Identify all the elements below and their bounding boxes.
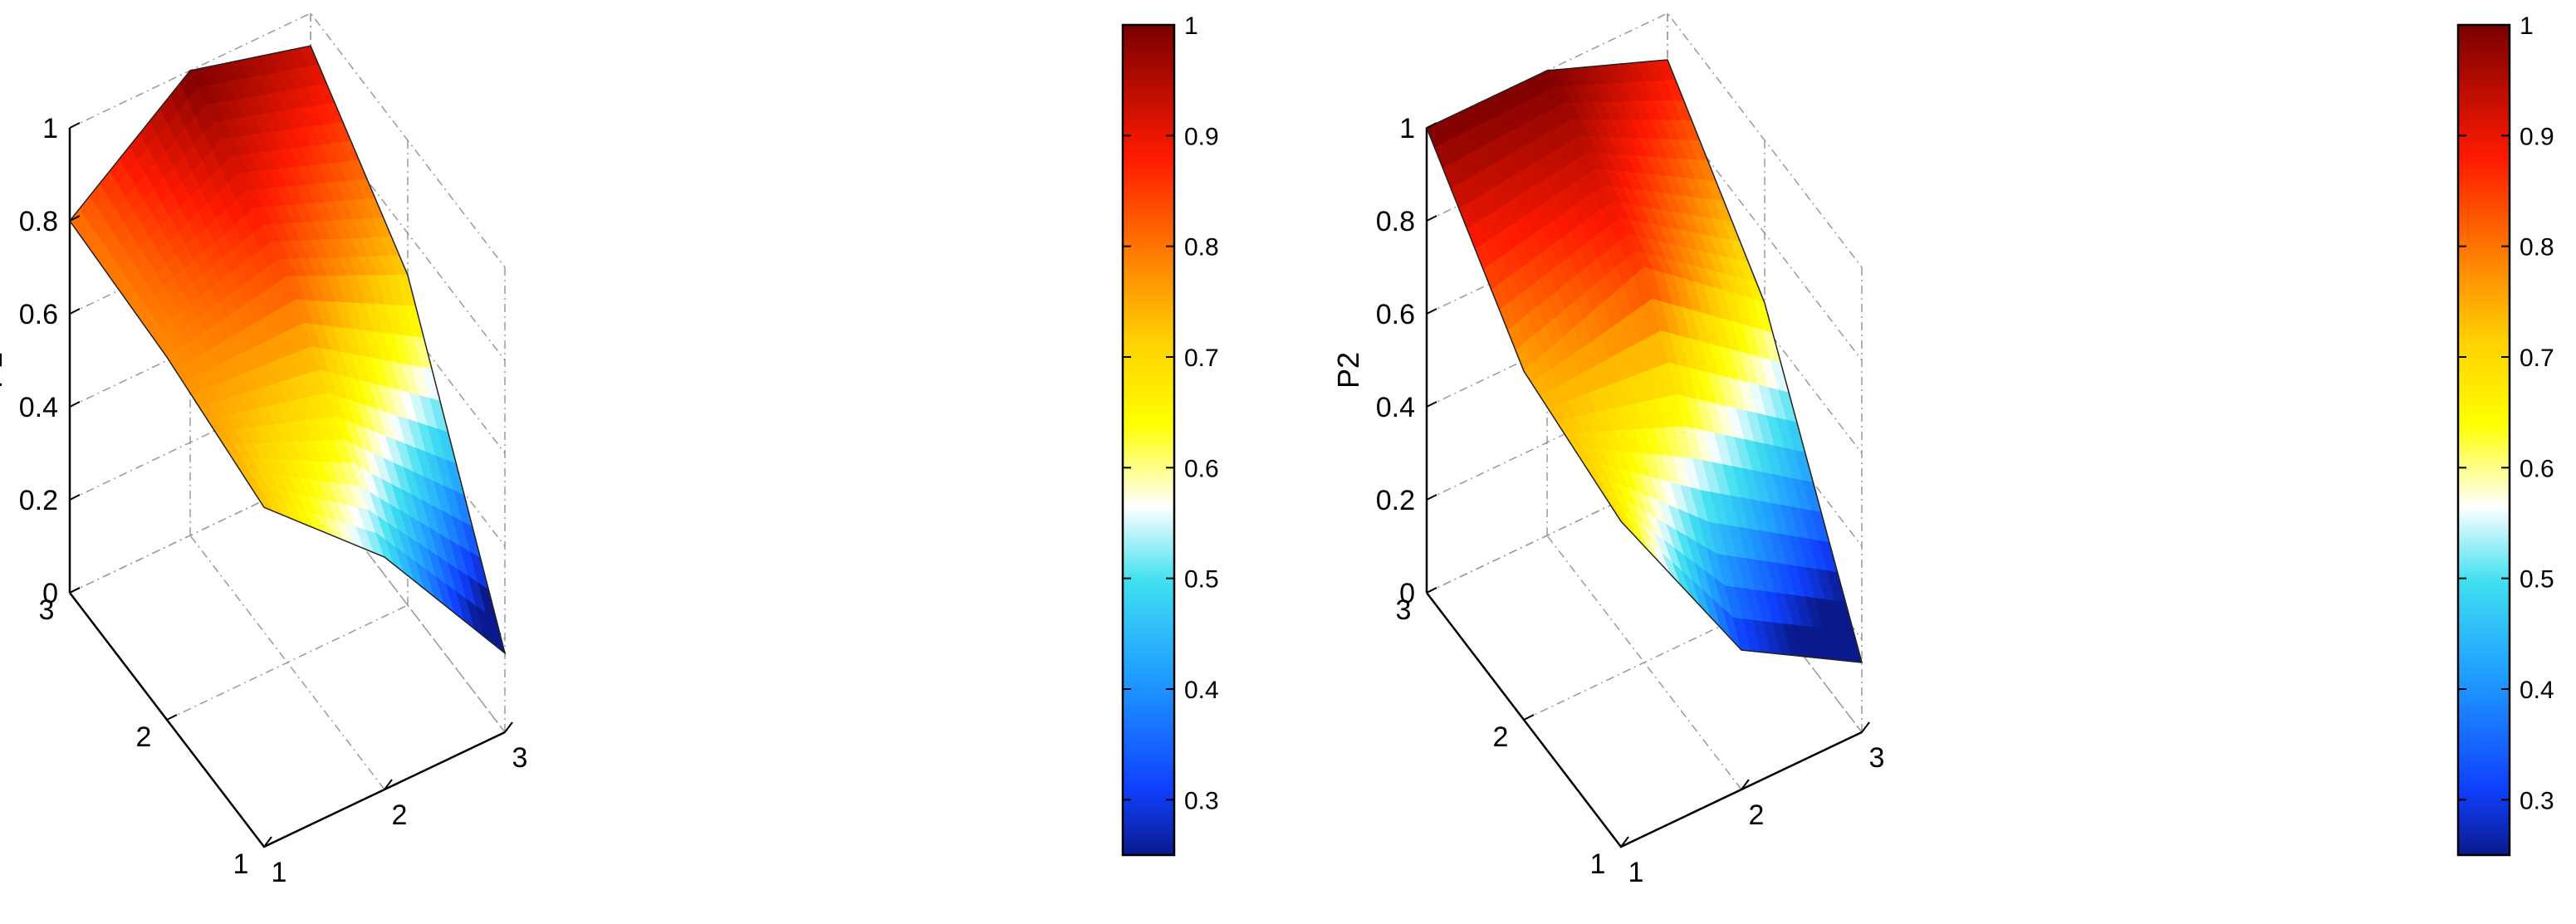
z-tick-label: 0.4 (19, 392, 58, 423)
colorbar-tick-label: 0.9 (2520, 123, 2554, 150)
colorbar-tick-label: 0.3 (2520, 787, 2554, 814)
colorbar-gradient (2456, 23, 2511, 857)
colorbar-tick-label: 0.5 (2520, 566, 2554, 594)
surface-plot-p2: 0 0.2 0.4 0.6 0.8 1 P2 1 2 3 1 2 3 0.3 0.4 0.5 0.6 0.7 0.8… (1331, 12, 2554, 888)
surface-plot-p1: 0 0.2 0.4 0.6 0.8 1 P1 1 2 3 1 2 3 0.3 0.4 0.5 0.6 0.7 0.8… (0, 12, 1219, 888)
z-ticks: 0 0.2 0.4 0.6 0.8 1 (19, 113, 81, 609)
x-tick-label: 2 (1749, 799, 1765, 831)
z-tick-label: 0.4 (1376, 392, 1415, 423)
colorbar-tick-label: 1 (2520, 12, 2534, 40)
z-tick-label: 1 (42, 113, 58, 144)
colorbar-tick-label: 0.5 (1184, 566, 1219, 594)
z-axis-label: P2 (1331, 352, 1365, 389)
x-ticks: 1 2 3 (263, 721, 528, 888)
z-tick-label: 0.6 (1376, 299, 1415, 330)
y-ticks: 1 2 3 (39, 587, 275, 880)
x-tick-label: 1 (272, 857, 287, 888)
y-tick-label: 3 (1396, 594, 1412, 626)
y-tick-label: 2 (136, 721, 152, 753)
z-ticks: 0 0.2 0.4 0.6 0.8 1 (1376, 113, 1437, 609)
colorbar-tick-label: 0.8 (2520, 234, 2554, 262)
x-ticks: 1 2 3 (1620, 721, 1885, 888)
z-tick-label: 0.8 (1376, 206, 1415, 237)
colorbar-tick-label: 0.6 (1184, 455, 1219, 482)
x-tick-label: 1 (1628, 857, 1644, 888)
z-tick-label: 1 (1399, 113, 1415, 144)
colorbar: 0.3 0.4 0.5 0.6 0.7 0.8 0.9 1 (1121, 12, 1219, 857)
z-tick-label: 0.2 (19, 485, 58, 516)
colorbar-gradient (1121, 23, 1176, 857)
colorbar-tick-label: 0.7 (2520, 345, 2554, 372)
colorbar: 0.3 0.4 0.5 0.6 0.7 0.8 0.9 1 (2456, 12, 2554, 857)
x-tick-label: 3 (1869, 742, 1885, 774)
z-axis-label: P1 (0, 352, 8, 389)
y-tick-label: 3 (39, 594, 55, 626)
surface (69, 45, 507, 655)
z-tick-label: 0 (1399, 578, 1415, 609)
z-tick-label: 0.6 (19, 299, 58, 330)
colorbar-tick-label: 0.7 (1184, 345, 1219, 372)
z-tick-label: 0.8 (19, 206, 58, 237)
colorbar-tick-label: 0.4 (2520, 677, 2554, 704)
x-tick-label: 3 (512, 742, 528, 774)
colorbar-tick-label: 0.8 (1184, 234, 1219, 262)
y-tick-label: 1 (1590, 848, 1606, 880)
colorbar-tick-label: 1 (1184, 12, 1198, 40)
colorbar-tick-label: 0.9 (1184, 123, 1219, 150)
y-tick-label: 2 (1493, 721, 1509, 753)
colorbar-tick-label: 0.6 (2520, 455, 2554, 482)
z-tick-label: 0.2 (1376, 485, 1415, 516)
x-tick-label: 2 (392, 799, 408, 831)
surface-outline (1426, 59, 1863, 663)
surface (1426, 59, 1863, 663)
y-tick-label: 1 (233, 848, 249, 880)
colorbar-tick-label: 0.4 (1184, 677, 1219, 704)
surface-outline (69, 45, 507, 655)
z-tick-label: 0 (42, 578, 58, 609)
colorbar-tick-label: 0.3 (1184, 787, 1219, 814)
y-ticks: 1 2 3 (1396, 587, 1632, 880)
